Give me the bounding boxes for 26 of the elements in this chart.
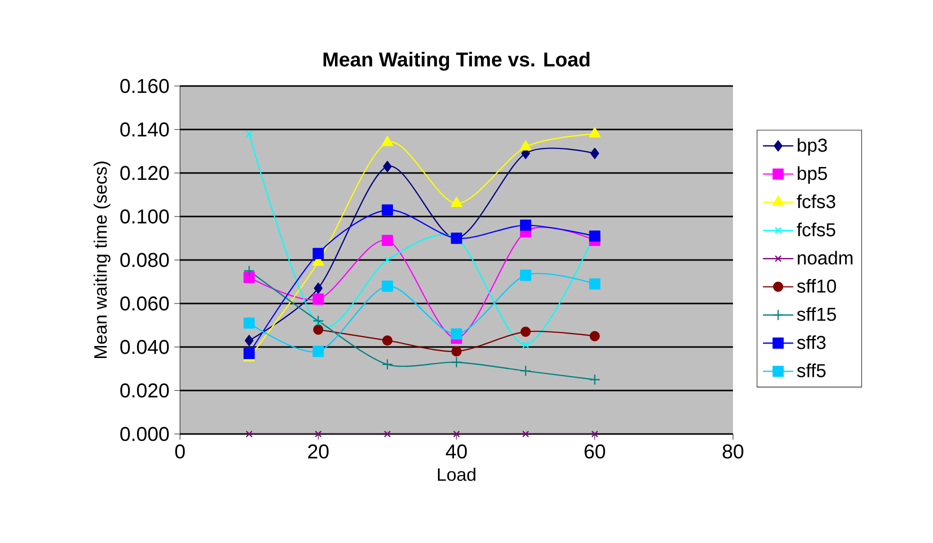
x-tick-label: 60 [584,444,606,459]
legend-label: noadm [798,250,852,265]
y-tick-label: 0.080 [120,252,169,268]
chart-title: Mean Waiting Time vs. Load [324,52,590,71]
y-tick-label: 0.020 [120,383,169,398]
y-tick-label: 0.060 [120,296,169,311]
legend-label: sff3 [797,335,826,350]
y-tick-label: 0.160 [120,78,169,94]
y-tick-label: 0.000 [120,426,169,442]
x-axis-title: Load [438,468,476,481]
y-tick-label: 0.120 [120,166,169,180]
legend-label: sff10 [797,279,836,293]
x-tick-label: 80 [722,444,744,459]
legend-label: sff5 [797,364,826,378]
legend-label: fcfs5 [796,222,836,236]
legend-label: bp3 [798,138,827,156]
legend-label: fcfs3 [796,194,836,208]
legend-label: bp5 [798,166,827,184]
y-axis-title: Mean waiting time (secs) [94,162,110,358]
y-tick-label: 0.100 [120,209,169,224]
y-tick-label: 0.140 [120,122,169,137]
x-tick-label: 40 [446,444,467,459]
legend-label: sff15 [797,307,836,321]
x-tick-label: 0 [175,444,185,459]
y-tick-label: 0.040 [120,340,169,354]
x-tick-label: 20 [308,444,329,459]
